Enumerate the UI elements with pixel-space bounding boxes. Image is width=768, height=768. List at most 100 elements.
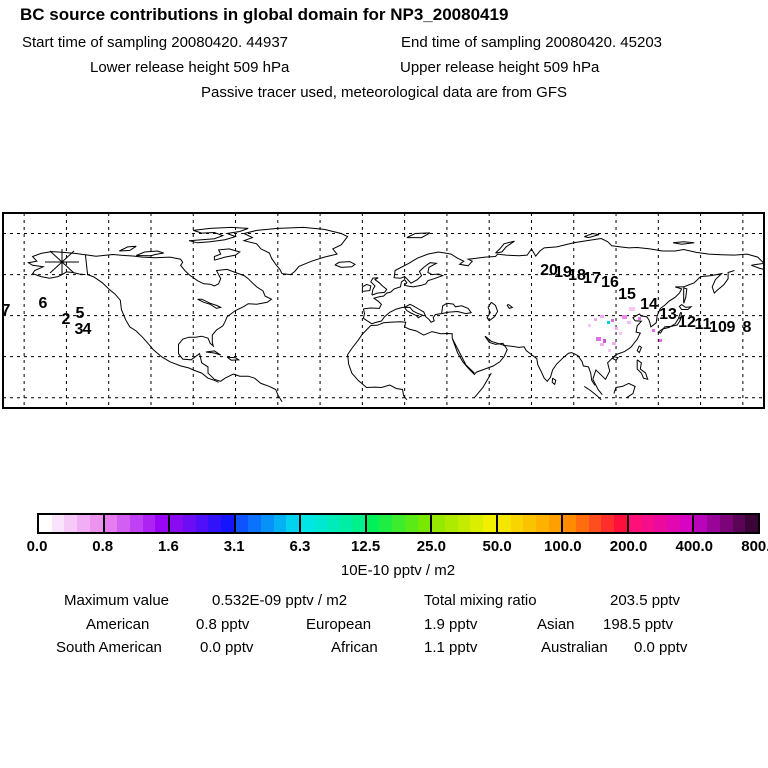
track-point-label: 14 [640, 296, 658, 313]
colorbar-cell [366, 515, 380, 532]
colorbar-cell [667, 515, 680, 532]
coastline [370, 321, 453, 339]
track-point-label: 18 [568, 267, 586, 284]
region-australian-value: 0.0 pptv [634, 639, 688, 656]
colorbar-cell [510, 515, 524, 532]
region-european-label: European [306, 616, 372, 633]
plume-cell [612, 342, 616, 345]
coastline [242, 226, 349, 276]
end-time-text: End time of sampling 20080420. 45203 [401, 34, 663, 51]
max-value-label: Maximum value [64, 592, 170, 609]
coastline [613, 382, 636, 399]
coastline [226, 356, 241, 361]
colorbar-tick-label: 400.0 [675, 538, 714, 555]
plume-cell [594, 318, 597, 321]
colorbar [37, 513, 760, 534]
region-australian-label: Australian [541, 639, 608, 656]
colorbar-cell [352, 515, 365, 532]
coastline [678, 304, 693, 310]
coastline [673, 241, 695, 245]
page-title: BC source contributions in global domain… [20, 5, 509, 24]
coastline [551, 377, 557, 386]
region-asian-value: 198.5 pptv [603, 616, 674, 633]
coastline [506, 303, 514, 309]
colorbar-cell [286, 515, 300, 532]
total-ratio-label: Total mixing ratio [424, 592, 537, 609]
plume-cell [659, 339, 662, 342]
coastline [451, 335, 508, 376]
track-point-label: 3 [75, 321, 84, 338]
colorbar-cell [614, 515, 627, 532]
region-american-label: American [86, 616, 150, 633]
track-point-label: 4 [83, 321, 92, 338]
coastline [657, 312, 683, 334]
region-african-value: 1.1 pptv [424, 639, 478, 656]
colorbar-tick-label: 800.0 [741, 538, 768, 555]
track-point-label: 7 [2, 302, 11, 319]
track-point-label: 11 [695, 316, 712, 333]
colorbar-cell [273, 515, 287, 532]
colorbar-cell [732, 515, 746, 532]
colorbar-cell [497, 515, 511, 532]
colorbar-tick-label: 100.0 [544, 538, 582, 555]
plume-cell [622, 315, 627, 319]
region-samerican-value: 0.0 pptv [200, 639, 254, 656]
colorbar-cell [641, 515, 655, 532]
colorbar-cell [170, 515, 183, 532]
coastline [370, 277, 388, 296]
colorbar-cell [129, 515, 143, 532]
coastline [188, 226, 249, 244]
coastline [136, 250, 164, 257]
coastline [484, 335, 596, 386]
colorbar-segment [430, 515, 496, 532]
coastline [119, 245, 137, 252]
region-american-value: 0.8 pptv [196, 616, 250, 633]
region-samerican-label: South American [56, 639, 162, 656]
colorbar-segment [102, 515, 169, 532]
colorbar-cell [417, 515, 431, 532]
plume-cell [596, 337, 601, 341]
colorbar-cell [404, 515, 418, 532]
coastline [441, 302, 473, 315]
colorbar-cell [576, 515, 589, 532]
tracer-note-text: Passive tracer used, meteorological data… [201, 84, 567, 101]
plume-cell [600, 315, 604, 318]
coastline [636, 359, 649, 381]
plume-cell [608, 349, 611, 352]
colorbar-cell [195, 515, 209, 532]
coastline [406, 232, 431, 239]
colorbar-cell [182, 515, 196, 532]
coastline [84, 254, 219, 383]
colorbar-cell [679, 515, 693, 532]
colorbar-cell [628, 515, 642, 532]
track-point-label: 19 [554, 264, 572, 281]
coastline [347, 325, 408, 401]
track-point-label: 12 [678, 314, 696, 331]
upper-release-text: Upper release height 509 hPa [400, 59, 600, 76]
coastline [85, 253, 283, 403]
coastline [751, 262, 764, 270]
colorbar-tick-label: 6.3 [289, 538, 311, 555]
coastline [450, 237, 764, 267]
plume-cell [629, 307, 635, 311]
start-time-text: Start time of sampling 20080420. 44937 [22, 34, 289, 51]
coastline [636, 345, 643, 354]
plume-cell [627, 321, 631, 324]
colorbar-cell [470, 515, 484, 532]
colorbar-cell [444, 515, 458, 532]
plume-cell [619, 332, 622, 335]
plume-cell [652, 329, 655, 332]
colorbar-cell [654, 515, 668, 532]
map-frame [2, 212, 765, 409]
colorbar-cell [142, 515, 156, 532]
track-point-label: 6 [39, 295, 48, 312]
coastline [474, 372, 492, 399]
colorbar-cell [155, 515, 169, 532]
colorbar-cell [392, 515, 405, 532]
colorbar-segment [168, 515, 234, 532]
colorbar-segment [692, 515, 758, 532]
region-african-label: African [331, 639, 378, 656]
track-point-label: 13 [659, 306, 677, 323]
colorbar-cell [535, 515, 549, 532]
colorbar-cell [457, 515, 471, 532]
